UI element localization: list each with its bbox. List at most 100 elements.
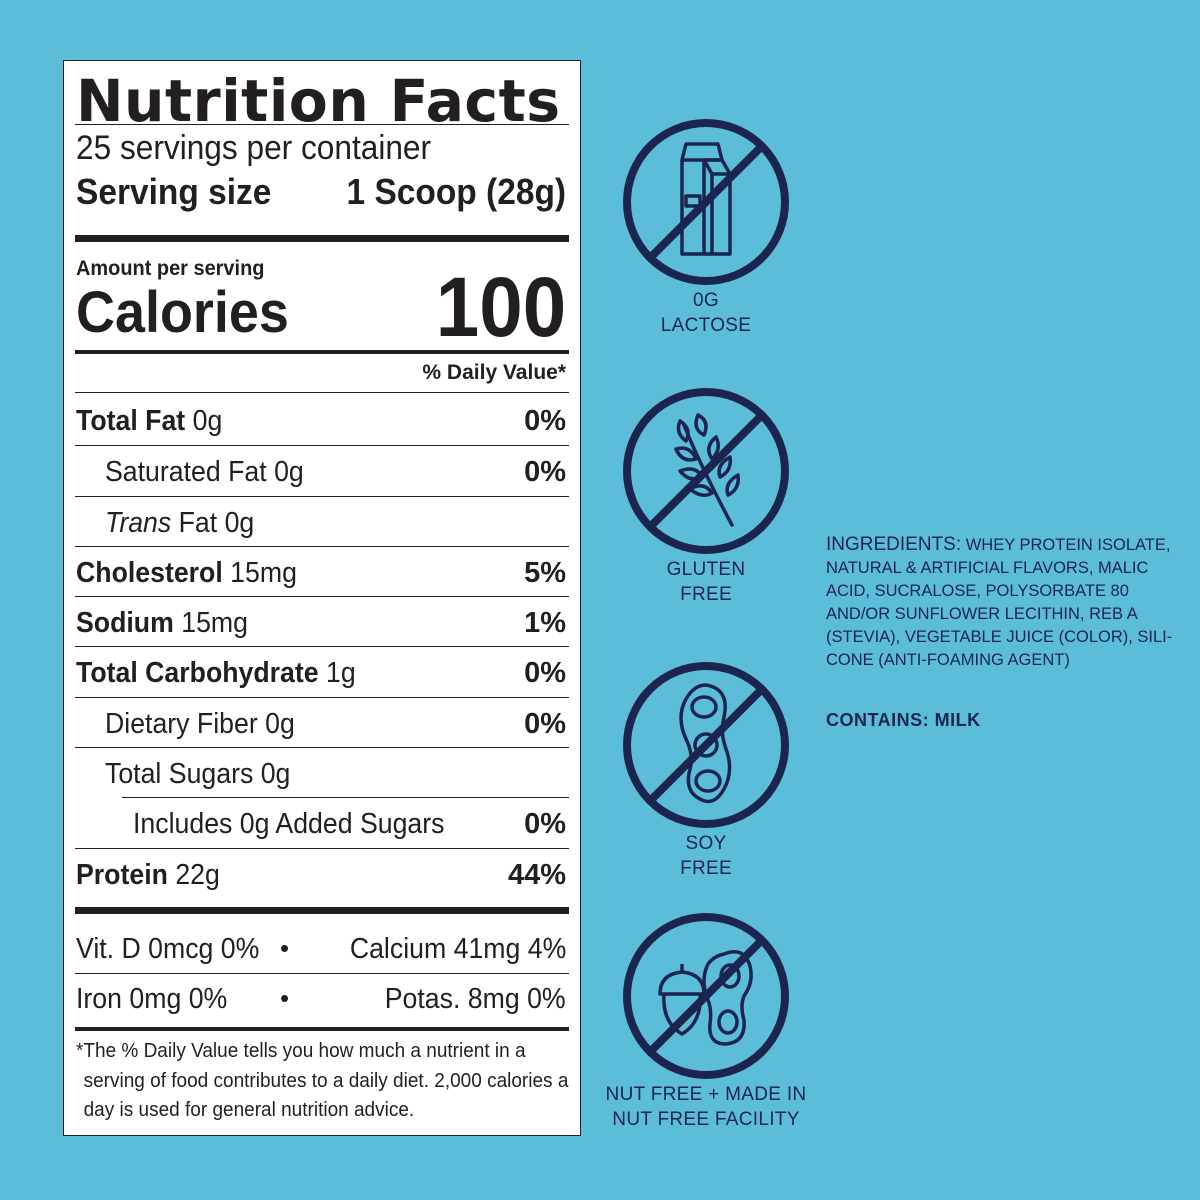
amount-per-serving: Amount per serving [76, 257, 265, 280]
calories-label: Calories [76, 280, 289, 345]
nutrient-row-protein: Protein 22g 44% [75, 849, 569, 899]
nutrient-dv: 5% [524, 557, 566, 589]
bullet: • [280, 933, 290, 963]
nutrient-amount: 1g [318, 657, 356, 689]
nutrient-row-trans-fat: Trans Fat 0g [75, 497, 569, 547]
daily-value-header: % Daily Value* [422, 361, 566, 384]
caption-line: 0G [693, 290, 719, 311]
nutrient-row-total-fat: Total Fat 0g 0% [75, 395, 569, 445]
nutrient-row-total-sugars: Total Sugars 0g [75, 748, 569, 798]
nutrient-name: Includes 0g Added Sugars [133, 808, 445, 840]
nutrient-amount: 0g [185, 405, 223, 437]
vitamin-right: Potas. 8mg 0% [385, 983, 566, 1015]
badge-nut: NUT FREE + MADE IN NUT FREE FACILITY [606, 910, 806, 1132]
nutrient-dv: 0% [524, 808, 566, 840]
divider [75, 697, 569, 698]
nutrient-row-added-sugars: Includes 0g Added Sugars 0% [75, 798, 569, 848]
ingredients-line: CONE (ANTI-FOAMING AGENT) [826, 651, 1070, 669]
nutrient-row-cholesterol: Cholesterol 15mg 5% [75, 547, 569, 597]
ingredients-line: AND/OR SUNFLOWER LECITHIN, REB A [826, 605, 1138, 623]
serving-size-label: Serving size [76, 171, 272, 212]
nutrient-amount: 15mg [173, 607, 248, 639]
nutrient-name: Dietary Fiber 0g [105, 708, 295, 740]
ingredients-line: INGREDIENTS: WHEY PROTEIN ISOLATE, [826, 533, 1176, 557]
footnote-line: day is used for general nutrition advice… [83, 1099, 415, 1121]
ingredients-block: INGREDIENTS: WHEY PROTEIN ISOLATE, NATUR… [826, 533, 1176, 672]
divider [75, 596, 569, 597]
badge-caption: NUT FREE + MADE IN NUT FREE FACILITY [596, 1082, 816, 1132]
caption-line: SOY [685, 833, 727, 854]
divider [75, 124, 569, 125]
badge-soy: SOY FREE [620, 659, 792, 881]
caption-line: NUT FREE + MADE IN [605, 1084, 807, 1105]
vitamin-row: Iron 0mg 0% • Potas. 8mg 0% [75, 975, 569, 1025]
nutrient-row-dietary-fiber: Dietary Fiber 0g 0% [75, 698, 569, 748]
nutrient-dv: 0% [524, 708, 566, 740]
nutrient-name: Fat 0g [171, 507, 255, 539]
badge-lactose: 0G LACTOSE [620, 116, 792, 338]
serving-size-value: 1 Scoop (28g) [346, 171, 566, 212]
acorn-peanut-icon [623, 913, 789, 1079]
badge-caption: 0G LACTOSE [596, 288, 816, 338]
divider [75, 646, 569, 647]
nutrient-row-sodium: Sodium 15mg 1% [75, 597, 569, 647]
nutrient-name: Total Sugars 0g [105, 758, 291, 790]
wheat-icon [623, 388, 789, 554]
medium-divider [75, 1027, 569, 1031]
nutrient-name: Total Carbohydrate [76, 657, 319, 689]
caption-line: GLUTEN [666, 559, 746, 580]
divider [75, 973, 569, 974]
servings-per-container: 25 servings per container [76, 129, 432, 167]
divider [75, 392, 569, 393]
medium-divider [75, 350, 569, 354]
ingredients-text: WHEY PROTEIN ISOLATE, [965, 536, 1171, 554]
vitamin-row: Vit. D 0mcg 0% • Calcium 41mg 4% [75, 925, 569, 975]
soybean-icon [623, 662, 789, 828]
divider [75, 546, 569, 547]
nutrient-italic: Trans [105, 507, 172, 539]
divider [75, 747, 569, 748]
nutrient-dv: 0% [524, 456, 566, 488]
divider [75, 496, 569, 497]
footnote-line: serving of food contributes to a daily d… [83, 1069, 569, 1092]
caption-line: FREE [680, 858, 732, 879]
label-title: Nutrition Facts [76, 67, 561, 135]
nutrient-name: Sodium [76, 607, 174, 639]
nutrient-amount: 15mg [222, 557, 297, 589]
nutrient-name: Total Fat [76, 405, 186, 437]
ingredients-heading: INGREDIENTS: [826, 534, 962, 555]
nutrient-amount: 22g [167, 859, 220, 891]
badge-caption: GLUTEN FREE [596, 557, 816, 607]
contains-allergen: CONTAINS: MILK [826, 710, 981, 730]
nutrient-name: Cholesterol [76, 557, 223, 589]
vitamin-left: Vit. D 0mcg 0% [76, 933, 260, 965]
bullet: • [280, 983, 290, 1013]
footnote-line: *The % Daily Value tells you how much a … [76, 1040, 526, 1062]
thick-divider [75, 907, 569, 914]
divider [75, 848, 569, 849]
caption-line: NUT FREE FACILITY [612, 1109, 800, 1130]
nutrient-dv: 0% [524, 405, 566, 437]
caption-line: FREE [680, 584, 732, 605]
badge-gluten: GLUTEN FREE [620, 385, 792, 607]
divider [122, 797, 569, 798]
nutrient-row-saturated-fat: Saturated Fat 0g 0% [75, 446, 569, 496]
vitamin-right: Calcium 41mg 4% [349, 933, 566, 965]
nutrient-dv: 0% [524, 657, 566, 689]
thick-divider [75, 235, 569, 242]
nutrient-dv: 1% [524, 607, 566, 639]
divider [75, 445, 569, 446]
nutrient-dv: 44% [507, 859, 566, 891]
calories-value: 100 [435, 260, 566, 354]
nutrient-row-total-carbohydrate: Total Carbohydrate 1g 0% [75, 647, 569, 697]
nutrient-name: Protein [76, 859, 168, 891]
ingredients-line: (STEVIA), VEGETABLE JUICE (COLOR), SILI- [826, 628, 1173, 646]
nutrition-facts-label: Nutrition Facts 25 servings per containe… [63, 60, 581, 1136]
nutrient-name: Saturated Fat 0g [105, 456, 304, 488]
footnote: *The % Daily Value tells you how much a … [76, 1037, 570, 1126]
ingredients-line: NATURAL & ARTIFICIAL FLAVORS, MALIC [826, 559, 1149, 577]
caption-line: LACTOSE [660, 315, 752, 336]
vitamin-left: Iron 0mg 0% [76, 983, 228, 1015]
badge-caption: SOY FREE [596, 831, 816, 881]
